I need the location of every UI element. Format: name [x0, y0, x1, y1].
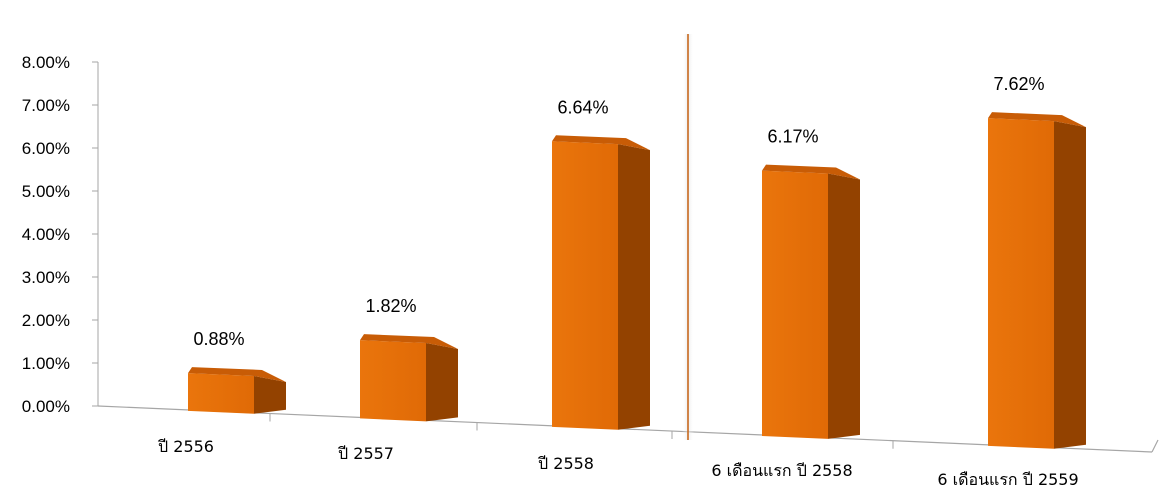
- bar-front: [188, 373, 254, 414]
- bar-side: [828, 173, 860, 439]
- y-tick-label: 4.00%: [22, 225, 70, 244]
- bar-front: [360, 340, 426, 422]
- data-label: 7.62%: [993, 74, 1044, 94]
- x-axis-floor: [97, 405, 1159, 453]
- bar-side: [618, 144, 650, 430]
- y-axis: 0.00% 1.00% 2.00% 3.00% 4.00% 5.00% 6.00% 7.00%…: [22, 53, 99, 416]
- y-tick-label: 5.00%: [22, 182, 70, 201]
- y-tick-label: 0.00%: [22, 397, 70, 416]
- bar-top: [762, 164, 860, 180]
- data-label: 0.88%: [193, 329, 244, 349]
- category-label: ปี 2557: [338, 444, 394, 463]
- category-labels: ปี 2556 ปี 2557 ปี 2558 6 เดือนแรก ปี 2558 6…: [158, 437, 1079, 489]
- bar-top: [552, 135, 650, 151]
- x-axis-line: [97, 405, 1153, 453]
- bar-front: [552, 141, 618, 430]
- period-separator: [682, 34, 694, 440]
- bar-front: [762, 170, 828, 439]
- data-label: 6.64%: [557, 97, 608, 117]
- y-tick-label: 3.00%: [22, 268, 70, 287]
- category-label: ปี 2558: [538, 454, 594, 473]
- data-labels: 0.88% 1.82% 6.64% 6.17% 7.62%: [193, 74, 1044, 349]
- y-tick-label: 1.00%: [22, 354, 70, 373]
- bar-side: [1054, 121, 1086, 449]
- y-tick-label: 8.00%: [22, 53, 70, 72]
- data-label: 6.17%: [767, 127, 818, 147]
- bar-top: [360, 334, 458, 350]
- bar-top: [988, 112, 1086, 128]
- data-label: 1.82%: [365, 296, 416, 316]
- category-label: 6 เดือนแรก ปี 2559: [937, 470, 1078, 489]
- bars: [188, 112, 1086, 449]
- bar-side: [426, 343, 458, 422]
- y-tick-label: 7.00%: [22, 96, 70, 115]
- y-tick-label: 6.00%: [22, 139, 70, 158]
- category-label: 6 เดือนแรก ปี 2558: [711, 461, 852, 480]
- bar-front: [988, 118, 1054, 449]
- y-tick-label: 2.00%: [22, 311, 70, 330]
- bar-top: [188, 367, 286, 382]
- category-label: ปี 2556: [158, 437, 214, 456]
- x-axis-end-tick: [1151, 439, 1159, 453]
- bar-side: [254, 375, 286, 414]
